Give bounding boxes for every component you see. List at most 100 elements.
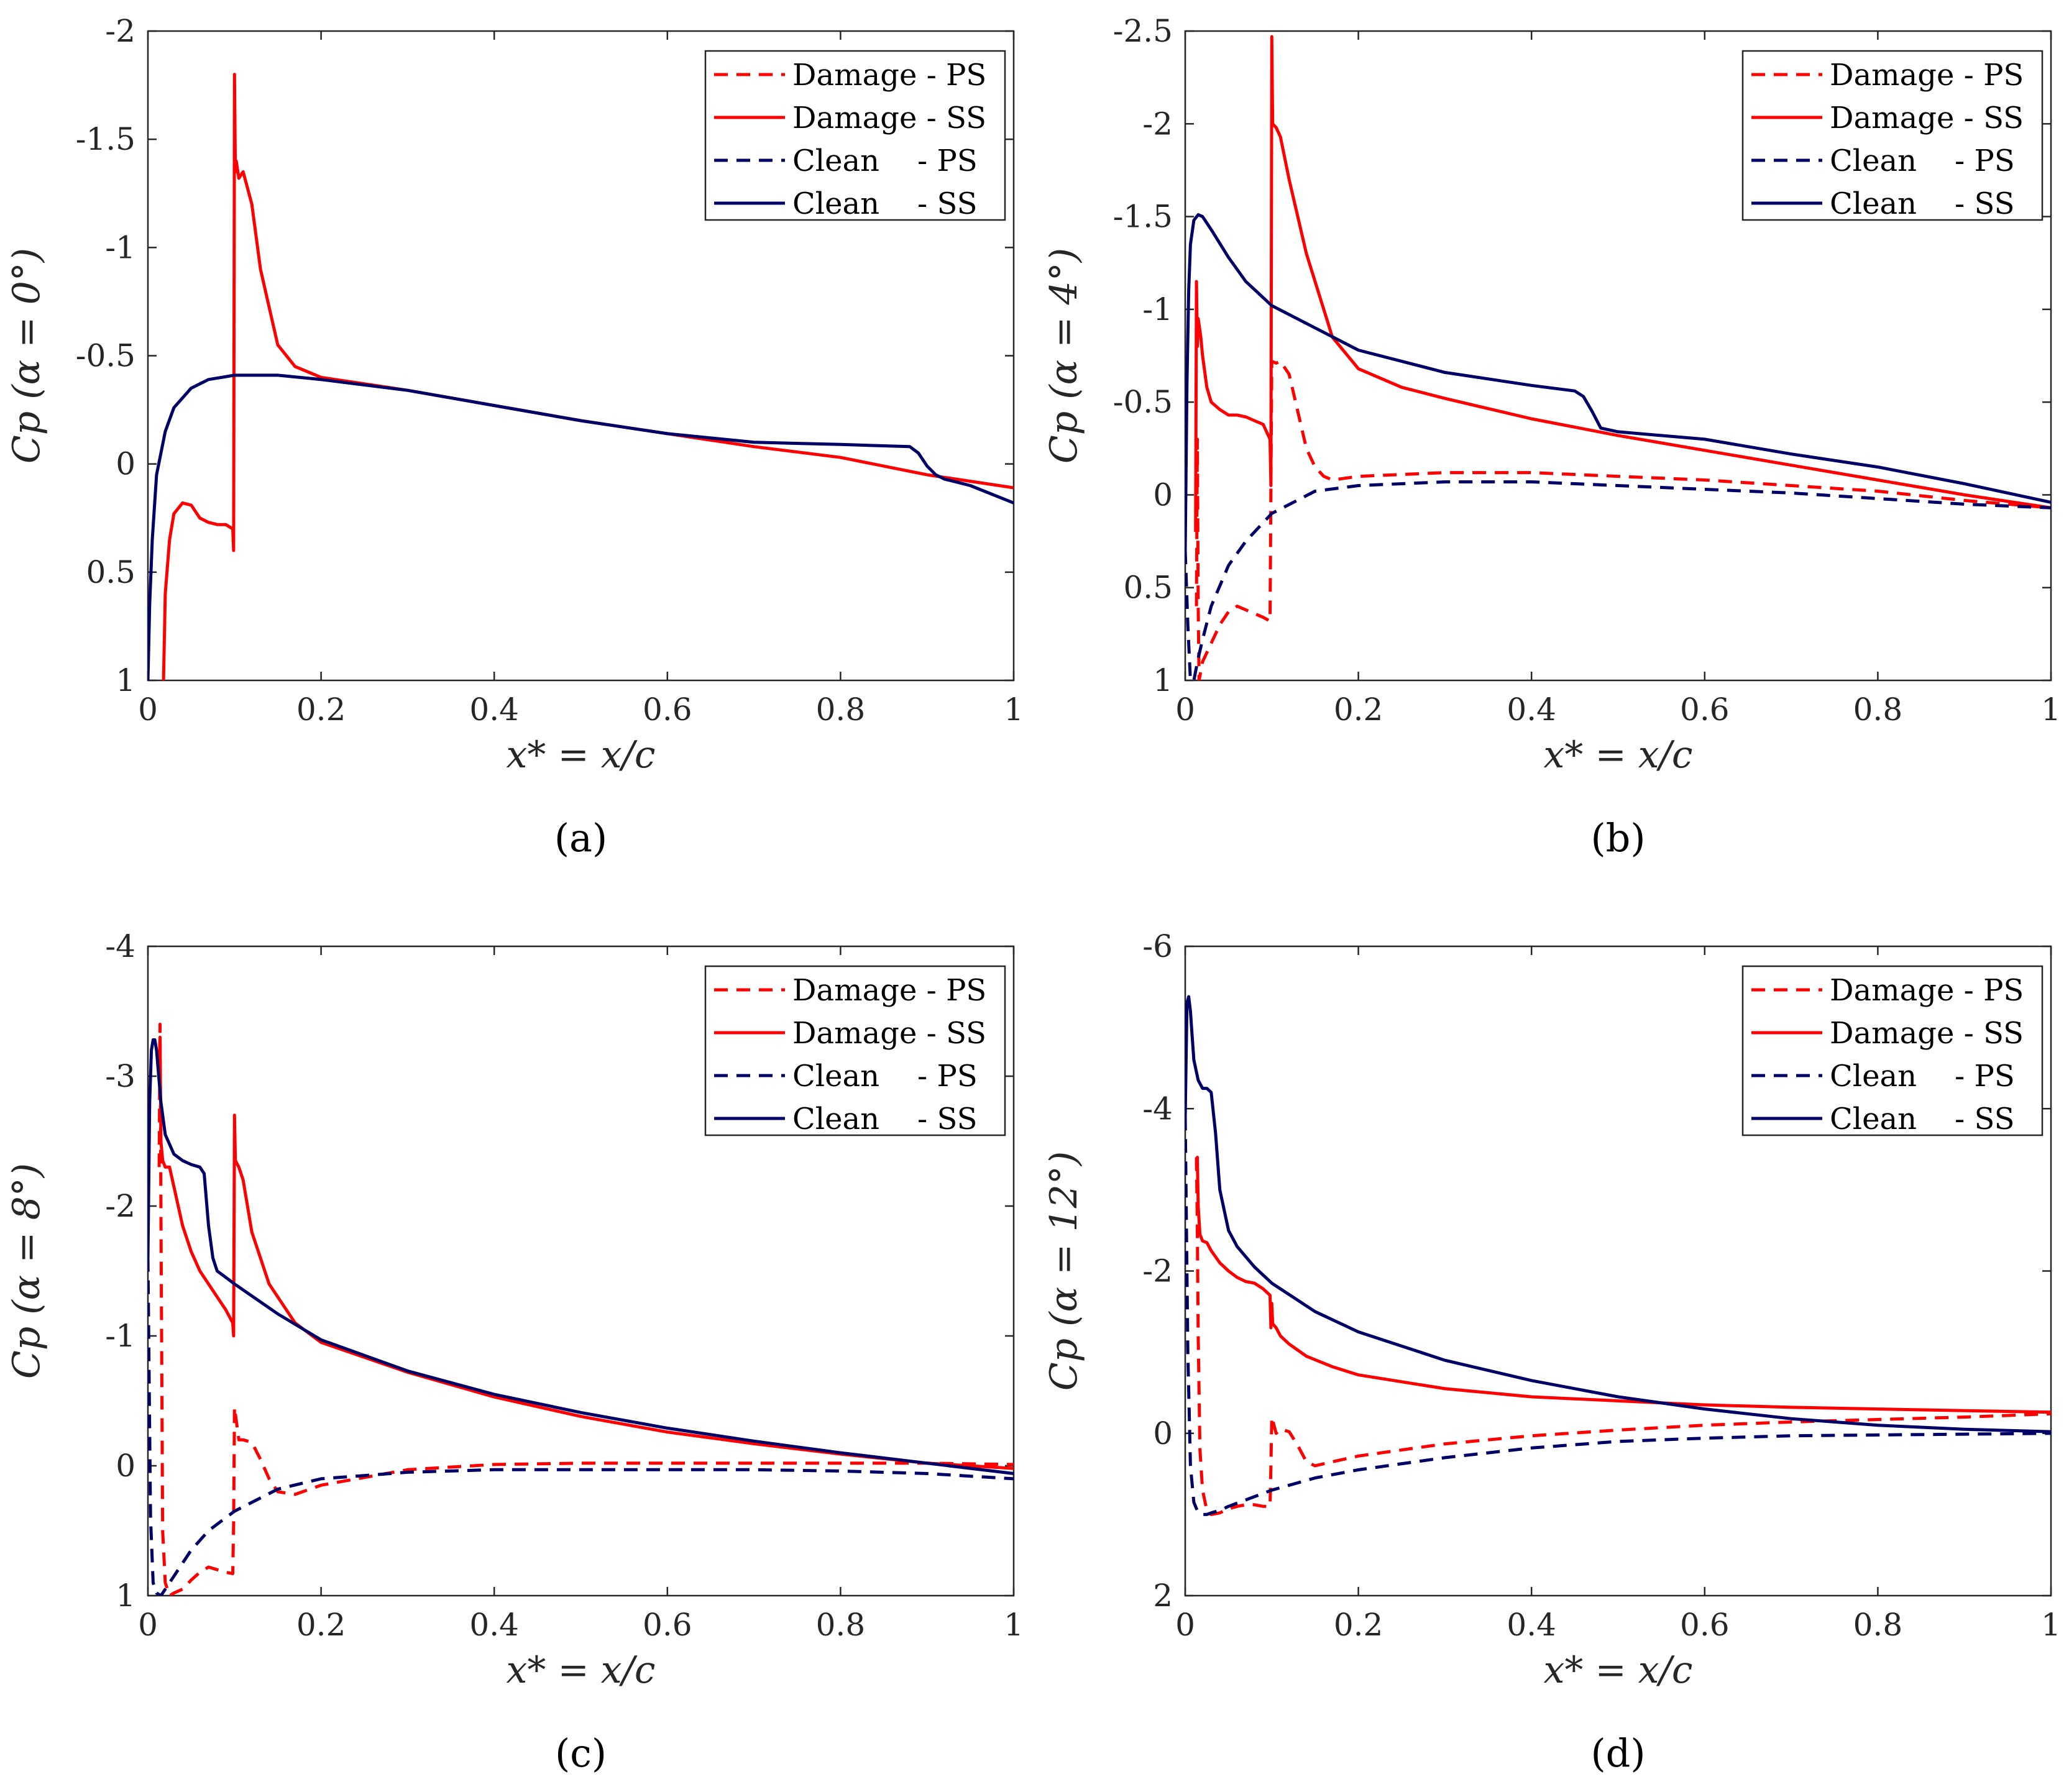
- series-line-damage-ps: [1195, 360, 2051, 680]
- legend: Damage - PS Damage - SS Clean - PS Clean - …: [704, 965, 1006, 1136]
- y-axis-label: Cp (α = 12°): [1042, 1151, 1086, 1391]
- series-line-damage-ps: [1195, 1157, 2051, 1516]
- legend-label: Damage - PS: [792, 58, 986, 93]
- y-tick-label: 0: [1153, 1415, 1173, 1451]
- y-tick-label: -4: [105, 928, 135, 964]
- x-tick-label: 0.4: [469, 692, 519, 728]
- y-tick-label: -2: [105, 1188, 135, 1224]
- y-axis-label: Cp (α = 8°): [5, 1163, 48, 1379]
- y-tick-label: -3: [105, 1058, 135, 1094]
- legend-label: Clean - SS: [1830, 1102, 2014, 1136]
- x-tick-label: 0.2: [296, 1607, 346, 1643]
- series-group: [1185, 35, 2051, 680]
- y-tick-label: -0.5: [76, 338, 135, 374]
- y-tick-label: -2: [1142, 1253, 1173, 1289]
- x-tick-label: 0.2: [1334, 1607, 1383, 1643]
- series-line-clean-ss: [1185, 213, 2051, 551]
- legend-label: Damage - PS: [792, 973, 986, 1008]
- panel-label: (d): [1590, 1730, 1645, 1776]
- x-tick-label: 1: [1004, 1607, 1024, 1643]
- y-tick-label: 2: [1153, 1578, 1173, 1614]
- legend-label: Clean - PS: [792, 144, 978, 178]
- y-axis-label: Cp (α = 4°): [1042, 248, 1086, 464]
- x-tick-label: 0.8: [816, 692, 866, 728]
- legend-box: [704, 965, 1006, 1136]
- y-tick-label: -2.5: [1113, 13, 1173, 49]
- x-tick-label: 0.6: [643, 692, 692, 728]
- legend-box: [1741, 50, 2044, 221]
- y-tick-label: 0.5: [1123, 570, 1173, 606]
- legend-label: Damage - PS: [1830, 973, 2024, 1008]
- legend-label: Clean - SS: [792, 186, 977, 221]
- x-tick-label: 0.8: [816, 1607, 866, 1643]
- legend-label: Damage - SS: [792, 1016, 986, 1051]
- x-tick-label: 0: [1175, 1607, 1195, 1643]
- legend-label: Damage - SS: [1830, 101, 2024, 135]
- x-tick-label: 0.4: [1507, 692, 1556, 728]
- y-tick-label: 0: [116, 1448, 135, 1484]
- y-tick-label: -1.5: [1113, 199, 1173, 235]
- x-tick-label: 0: [138, 1607, 158, 1643]
- series-line-clean-ss: [1185, 995, 2051, 1433]
- series-group: [1185, 995, 2051, 1516]
- x-axis-label: x* = x/c: [1544, 733, 1693, 777]
- y-tick-label: -2: [105, 13, 135, 49]
- x-tick-label: 0.6: [1680, 1607, 1730, 1643]
- y-tick-label: -2: [1142, 106, 1173, 142]
- legend-label: Damage - SS: [1830, 1016, 2024, 1051]
- y-axis-label: Cp (α = 0°): [5, 248, 48, 464]
- legend-label: Clean - PS: [1830, 1059, 2015, 1094]
- y-tick-label: -1: [105, 1318, 135, 1354]
- x-tick-label: 0.2: [296, 692, 346, 728]
- y-tick-label: 0: [1153, 477, 1173, 513]
- chart-panel-1: 0 0.2 0.4 0.6 0.8 1 -2 -1.5 -1 -0.5 0 0.5 1 x* = x/c C…: [5, 13, 1024, 861]
- legend-label: Clean - SS: [792, 1102, 977, 1136]
- x-axis-label: x* = x/c: [507, 733, 656, 777]
- series-line-damage-ps: [157, 1022, 1014, 1596]
- legend-label: Clean - PS: [1830, 144, 2015, 178]
- y-tick-label: -1: [105, 229, 135, 265]
- panel-label: (b): [1590, 815, 1645, 861]
- series-line-damage-ss: [1195, 1156, 2051, 1414]
- legend: Damage - PS Damage - SS Clean - PS Clean - …: [1741, 965, 2044, 1136]
- y-tick-label: 1: [116, 1578, 135, 1614]
- legend-label: Clean - SS: [1830, 186, 2014, 221]
- legend-label: Damage - PS: [1830, 58, 2024, 93]
- series-line-clean-ps: [148, 1258, 1014, 1596]
- x-axis-label: x* = x/c: [507, 1648, 656, 1692]
- y-tick-label: 1: [116, 662, 135, 698]
- x-tick-label: 0.4: [469, 1607, 519, 1643]
- y-tick-label: 0: [116, 446, 135, 482]
- x-tick-label: 0.8: [1853, 1607, 1903, 1643]
- legend-box: [1741, 965, 2044, 1136]
- series-group: [148, 73, 1014, 680]
- series-line-damage-ss: [157, 1035, 1014, 1470]
- legend: Damage - PS Damage - SS Clean - PS Clean - …: [704, 50, 1006, 221]
- y-tick-label: -0.5: [1113, 384, 1173, 420]
- legend-label: Damage - SS: [792, 101, 986, 135]
- chart-panel-2: 0 0.2 0.4 0.6 0.8 1 -2.5 -2 -1.5 -1 -0.5 0 0.5 1 x* = …: [1042, 13, 2061, 861]
- x-tick-label: 1: [2041, 1607, 2061, 1643]
- y-tick-label: -4: [1142, 1090, 1173, 1127]
- y-tick-label: 0.5: [86, 554, 135, 590]
- legend-label: Clean - PS: [792, 1059, 978, 1094]
- legend: Damage - PS Damage - SS Clean - PS Clean - …: [1741, 50, 2044, 221]
- series-line-clean-ps: [1185, 1117, 2051, 1516]
- x-tick-label: 0.6: [643, 1607, 692, 1643]
- series-line-damage-ss: [1194, 35, 2051, 533]
- series-line-clean-ss: [148, 373, 1014, 680]
- x-tick-label: 0: [138, 692, 158, 728]
- x-axis-label: x* = x/c: [1544, 1648, 1693, 1692]
- x-tick-label: 1: [1004, 692, 1024, 728]
- x-tick-label: 1: [2041, 692, 2061, 728]
- x-tick-label: 0: [1175, 692, 1195, 728]
- y-tick-label: -6: [1142, 928, 1173, 964]
- x-tick-label: 0.6: [1680, 692, 1730, 728]
- panel-label: (c): [555, 1730, 607, 1776]
- x-tick-label: 0.4: [1507, 1607, 1556, 1643]
- series-group: [148, 1022, 1014, 1596]
- x-tick-label: 0.2: [1334, 692, 1383, 728]
